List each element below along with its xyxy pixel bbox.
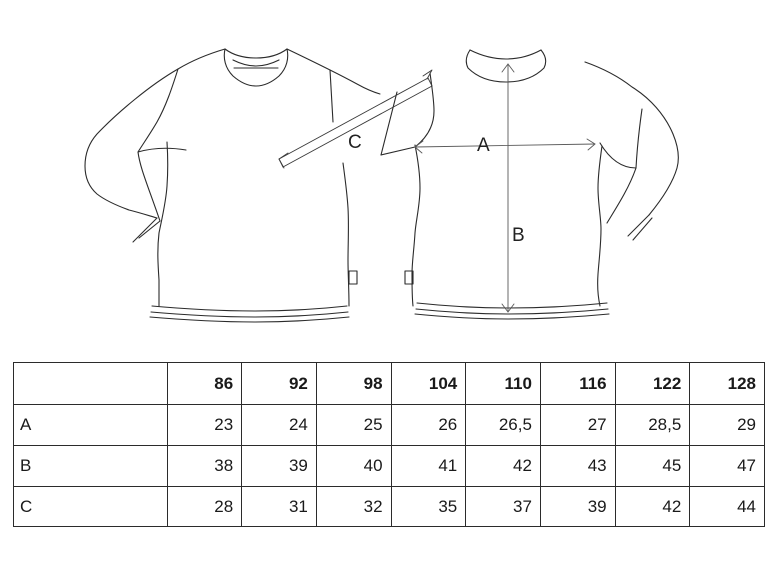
svg-text:C: C xyxy=(348,132,362,153)
svg-text:B: B xyxy=(512,225,525,246)
svg-text:A: A xyxy=(477,135,490,156)
